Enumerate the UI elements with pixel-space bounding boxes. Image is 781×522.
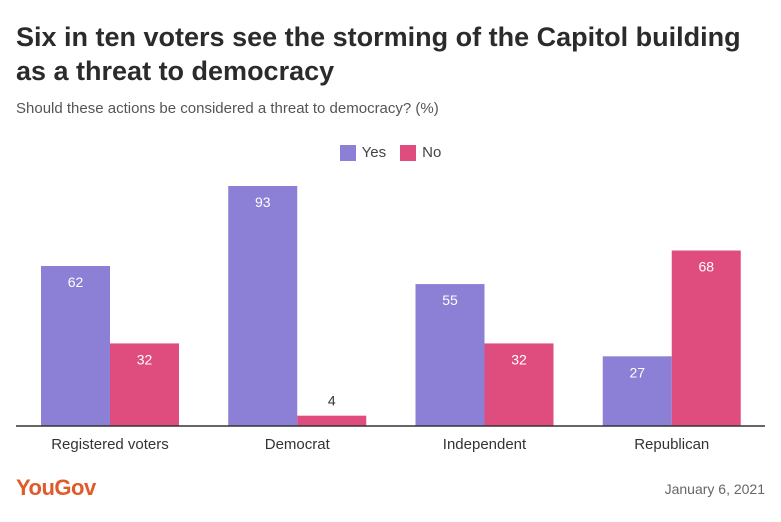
category-label-1: Democrat [265,436,331,453]
chart-title: Six in ten voters see the storming of th… [16,22,741,86]
legend-swatch-no [400,144,417,161]
legend-label-no: No [422,144,442,161]
category-label-2: Independent [443,436,527,453]
category-label-3: Republican [634,436,709,453]
data-label-yes-1: 93 [255,194,271,210]
publish-date: January 6, 2021 [664,481,765,497]
data-label-no-0: 32 [137,351,153,367]
legend-item-yes: Yes [339,144,387,161]
data-label-no-3: 68 [698,259,714,275]
bar-yes-3 [602,356,672,426]
bar-yes-0 [41,266,110,426]
legend-item-no: No [400,144,441,161]
category-label-0: Registered voters [51,436,169,453]
legend-label-yes: Yes [361,144,387,161]
bar-no-3 [671,250,741,426]
yougov-logo: YouGov [16,475,96,500]
data-label-no-1: 4 [328,393,336,409]
bar-no-0 [110,343,179,426]
data-label-yes-0: 62 [68,274,84,290]
bar-no-2 [484,343,554,426]
data-label-no-2: 32 [511,351,527,367]
data-label-yes-3: 27 [629,364,645,380]
bar-yes-1 [228,186,298,426]
data-label-yes-2: 55 [442,292,458,308]
chart-subtitle: Should these actions be considered a thr… [16,100,439,117]
bar-yes-2 [415,284,485,426]
legend: Yes No [0,144,781,161]
bar-no-1 [297,415,367,426]
legend-swatch-yes [339,144,356,161]
